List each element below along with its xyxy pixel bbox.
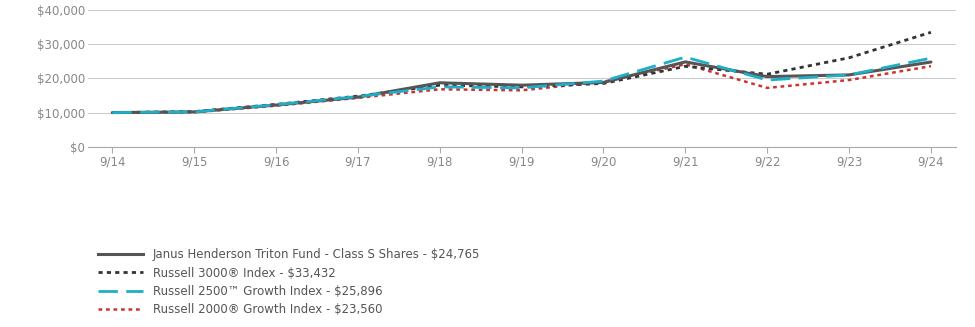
Legend: Janus Henderson Triton Fund - Class S Shares - $24,765, Russell 3000® Index - $3: Janus Henderson Triton Fund - Class S Sh… (94, 244, 485, 321)
